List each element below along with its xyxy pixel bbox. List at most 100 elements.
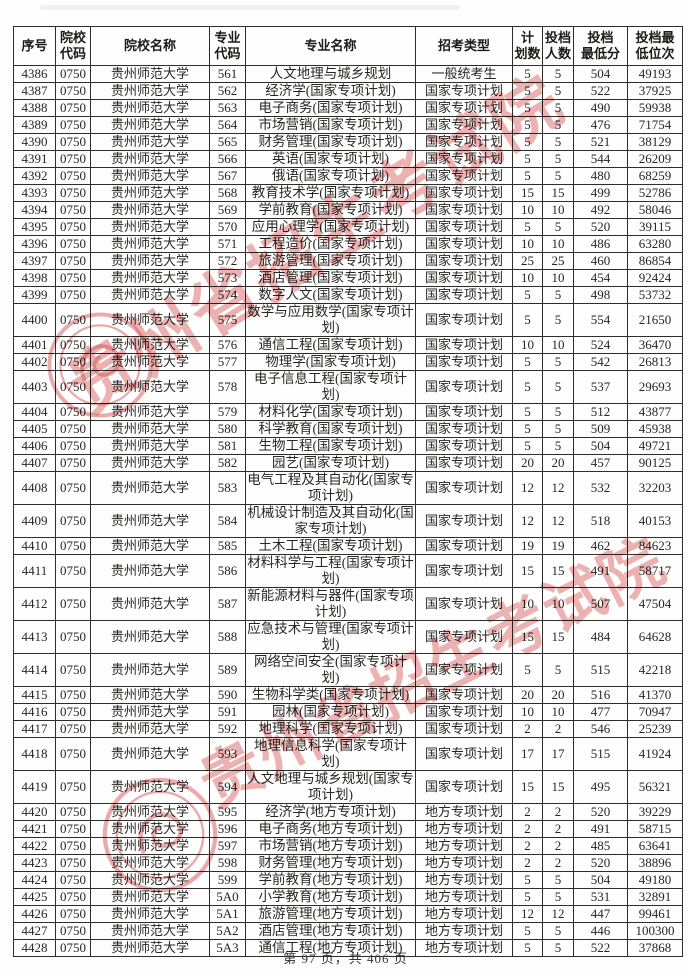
cell-admission-type: 国家专项计划 bbox=[415, 150, 513, 168]
cell-plan-count: 10 bbox=[512, 269, 543, 287]
cell-college-code: 0750 bbox=[55, 235, 91, 253]
cell-college-code: 0750 bbox=[55, 420, 91, 438]
cell-seq: 4423 bbox=[13, 854, 56, 872]
cell-major-name: 人文地理与城乡规划 bbox=[245, 65, 416, 83]
cell-college-code: 0750 bbox=[55, 82, 91, 100]
cell-filed-count: 5 bbox=[542, 922, 574, 940]
cell-major-name: 应急技术与管理(国家专项计划) bbox=[245, 620, 416, 654]
table-row: 4419 0750 贵州师范大学 594 人文地理与城乡规划(国家专项计划) 国家专项计划… bbox=[13, 770, 683, 804]
cell-min-score: 520 bbox=[573, 803, 628, 821]
cell-major-code: 574 bbox=[209, 286, 246, 304]
cell-filed-count: 12 bbox=[542, 905, 574, 923]
table-row: 4396 0750 贵州师范大学 571 工程造价(国家专项计划) 国家专项计划 10 10 4… bbox=[13, 235, 683, 253]
cell-college-code: 0750 bbox=[55, 587, 91, 621]
cell-admission-type: 国家专项计划 bbox=[415, 235, 513, 253]
cell-major-code: 5A3 bbox=[209, 939, 246, 957]
cell-major-code: 579 bbox=[209, 403, 246, 421]
cell-admission-type: 国家专项计划 bbox=[415, 82, 513, 100]
cell-college-code: 0750 bbox=[55, 65, 91, 83]
cell-admission-type: 国家专项计划 bbox=[415, 437, 513, 455]
cell-admission-type: 国家专项计划 bbox=[415, 653, 513, 687]
cell-college-name: 贵州师范大学 bbox=[90, 403, 210, 421]
cell-seq: 4396 bbox=[13, 235, 56, 253]
cell-admission-type: 国家专项计划 bbox=[415, 201, 513, 219]
cell-filed-count: 10 bbox=[542, 201, 574, 219]
cell-min-rank: 71754 bbox=[627, 116, 683, 134]
cell-plan-count: 12 bbox=[512, 905, 543, 923]
cell-min-score: 542 bbox=[573, 353, 628, 371]
table-row: 4394 0750 贵州师范大学 569 学前教育(国家专项计划) 国家专项计划 10 10 4… bbox=[13, 201, 683, 219]
cell-min-score: 480 bbox=[573, 167, 628, 185]
cell-major-code: 588 bbox=[209, 620, 246, 654]
cell-major-name: 工程造价(国家专项计划) bbox=[245, 235, 416, 253]
cell-major-code: 571 bbox=[209, 235, 246, 253]
col-header-admission-type: 招考类型 bbox=[415, 26, 513, 66]
table-row: 4393 0750 贵州师范大学 568 教育技术学(国家专项计划) 国家专项计划 15 15… bbox=[13, 184, 683, 202]
cell-filed-count: 5 bbox=[542, 437, 574, 455]
cell-min-score: 524 bbox=[573, 336, 628, 354]
cell-admission-type: 地方专项计划 bbox=[415, 820, 513, 838]
cell-min-rank: 26209 bbox=[627, 150, 683, 168]
cell-min-rank: 90125 bbox=[627, 454, 683, 472]
cell-seq: 4404 bbox=[13, 403, 56, 421]
table-row: 4391 0750 贵州师范大学 566 英语(国家专项计划) 国家专项计划 5 5 544 26… bbox=[13, 150, 683, 168]
cell-min-score: 499 bbox=[573, 184, 628, 202]
cell-plan-count: 5 bbox=[512, 167, 543, 185]
cell-filed-count: 5 bbox=[542, 871, 574, 889]
cell-college-name: 贵州师范大学 bbox=[90, 201, 210, 219]
table-row: 4403 0750 贵州师范大学 578 电子信息工程(国家专项计划) 国家专项计划 5 5 5… bbox=[13, 370, 683, 404]
cell-min-score: 454 bbox=[573, 269, 628, 287]
cell-seq: 4387 bbox=[13, 82, 56, 100]
cell-plan-count: 5 bbox=[512, 437, 543, 455]
cell-min-score: 477 bbox=[573, 703, 628, 721]
cell-admission-type: 国家专项计划 bbox=[415, 303, 513, 337]
cell-admission-type: 地方专项计划 bbox=[415, 888, 513, 906]
cell-college-code: 0750 bbox=[55, 167, 91, 185]
cell-admission-type: 国家专项计划 bbox=[415, 471, 513, 505]
table-row: 4389 0750 贵州师范大学 564 市场营销(国家专项计划) 国家专项计划 5 5 476… bbox=[13, 116, 683, 134]
cell-major-code: 568 bbox=[209, 184, 246, 202]
table-row: 4405 0750 贵州师范大学 580 科学教育(国家专项计划) 国家专项计划 5 5 509… bbox=[13, 420, 683, 438]
cell-college-code: 0750 bbox=[55, 504, 91, 538]
cell-college-code: 0750 bbox=[55, 803, 91, 821]
cell-filed-count: 5 bbox=[542, 403, 574, 421]
cell-min-score: 512 bbox=[573, 403, 628, 421]
cell-plan-count: 15 bbox=[512, 554, 543, 588]
cell-seq: 4422 bbox=[13, 837, 56, 855]
cell-plan-count: 5 bbox=[512, 65, 543, 83]
cell-college-name: 贵州师范大学 bbox=[90, 184, 210, 202]
cell-admission-type: 国家专项计划 bbox=[415, 720, 513, 738]
table-row: 4426 0750 贵州师范大学 5A1 旅游管理(地方专项计划) 地方专项计划 12 12 4… bbox=[13, 905, 683, 923]
cell-major-name: 数字人文(国家专项计划) bbox=[245, 286, 416, 304]
cell-min-score: 520 bbox=[573, 218, 628, 236]
cell-filed-count: 20 bbox=[542, 686, 574, 704]
cell-major-name: 经济学(国家专项计划) bbox=[245, 82, 416, 100]
cell-plan-count: 2 bbox=[512, 820, 543, 838]
cell-college-code: 0750 bbox=[55, 686, 91, 704]
cell-min-score: 544 bbox=[573, 150, 628, 168]
cell-plan-count: 20 bbox=[512, 686, 543, 704]
table-row: 4401 0750 贵州师范大学 576 通信工程(国家专项计划) 国家专项计划 10 10 5… bbox=[13, 336, 683, 354]
cell-major-name: 电子商务(国家专项计划) bbox=[245, 99, 416, 117]
cell-seq: 4412 bbox=[13, 587, 56, 621]
cell-major-code: 562 bbox=[209, 82, 246, 100]
cell-major-code: 565 bbox=[209, 133, 246, 151]
cell-seq: 4394 bbox=[13, 201, 56, 219]
cell-min-score: 476 bbox=[573, 116, 628, 134]
cell-min-rank: 84623 bbox=[627, 537, 683, 555]
cell-major-code: 582 bbox=[209, 454, 246, 472]
cell-min-rank: 21650 bbox=[627, 303, 683, 337]
table-row: 4418 0750 贵州师范大学 593 地理信息科学(国家专项计划) 国家专项计划 17 1… bbox=[13, 737, 683, 771]
cell-admission-type: 国家专项计划 bbox=[415, 167, 513, 185]
cell-college-code: 0750 bbox=[55, 922, 91, 940]
cell-major-code: 561 bbox=[209, 65, 246, 83]
cell-seq: 4414 bbox=[13, 653, 56, 687]
cell-plan-count: 5 bbox=[512, 82, 543, 100]
cell-min-rank: 39115 bbox=[627, 218, 683, 236]
table-row: 4408 0750 贵州师范大学 583 电气工程及其自动化(国家专项计划) 国家专项计划… bbox=[13, 471, 683, 505]
cell-plan-count: 19 bbox=[512, 537, 543, 555]
table-row: 4388 0750 贵州师范大学 563 电子商务(国家专项计划) 国家专项计划 5 5 490… bbox=[13, 99, 683, 117]
cell-college-name: 贵州师范大学 bbox=[90, 370, 210, 404]
cell-admission-type: 国家专项计划 bbox=[415, 737, 513, 771]
table-row: 4409 0750 贵州师范大学 584 机械设计制造及其自动化(国家专项计划) 国家专项… bbox=[13, 504, 683, 538]
